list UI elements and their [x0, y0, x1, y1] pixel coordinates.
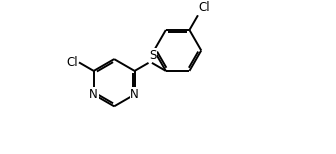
Text: N: N [130, 88, 139, 101]
Text: S: S [149, 49, 157, 62]
Text: N: N [89, 88, 98, 101]
Text: Cl: Cl [199, 1, 210, 14]
Text: Cl: Cl [66, 56, 78, 69]
